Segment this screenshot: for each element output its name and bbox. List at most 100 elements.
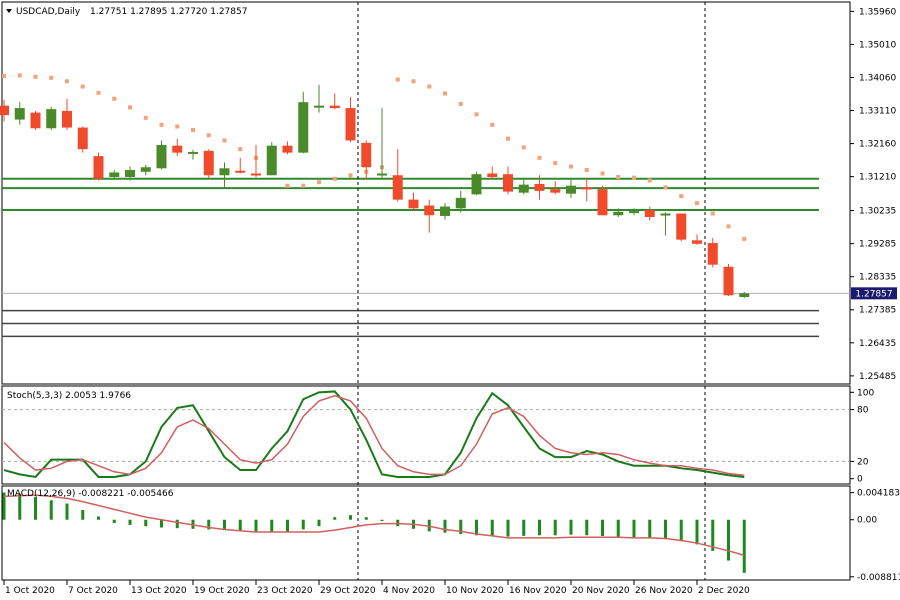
price-tick-label: 1.35010 xyxy=(859,40,896,50)
candle-body xyxy=(140,167,151,172)
candle-body xyxy=(487,173,498,177)
price-tick-label: 1.35960 xyxy=(859,7,896,17)
macd-histogram-bar xyxy=(18,493,22,520)
candle-body xyxy=(329,105,340,109)
price-tick-label: 1.30235 xyxy=(859,207,896,217)
macd-histogram-bar xyxy=(711,519,715,551)
stoch-panel-frame xyxy=(1,385,851,485)
time-tick-label: 4 Nov 2020 xyxy=(383,586,435,596)
sar-dot xyxy=(443,91,447,96)
candle-body xyxy=(251,173,261,176)
candle-body xyxy=(282,145,293,153)
candle-body xyxy=(93,156,104,179)
candle-body xyxy=(266,145,277,176)
candle-body xyxy=(361,142,372,168)
macd-histogram-bar xyxy=(364,517,368,520)
macd-histogram-bar xyxy=(459,519,463,534)
sar-dot xyxy=(710,211,715,216)
candle-body xyxy=(455,197,466,209)
sar-dot xyxy=(33,74,38,79)
macd: 0.004183 0.00 -0.008811 xyxy=(2,489,900,583)
stoch-tick-label: 100 xyxy=(857,388,874,398)
sar-dot xyxy=(191,128,195,133)
price-tick-label: 1.31210 xyxy=(859,173,896,183)
candle-body xyxy=(723,266,734,296)
candle-body xyxy=(408,199,419,209)
sar-dot xyxy=(128,105,132,110)
sar-dot xyxy=(616,174,621,179)
sar-dot xyxy=(600,171,605,176)
time-tick-label: 16 Nov 2020 xyxy=(509,586,567,596)
macd-histogram-bar xyxy=(160,519,163,528)
sar-dot xyxy=(317,180,321,185)
macd-histogram-bar xyxy=(616,519,620,537)
sar-dot xyxy=(206,133,211,138)
candle-body xyxy=(62,110,72,128)
candle-body xyxy=(692,240,702,244)
candle-body xyxy=(0,105,9,116)
chart-menu-triangle[interactable] xyxy=(6,9,12,13)
sar-dot xyxy=(301,183,306,188)
sar-dot xyxy=(395,77,400,82)
sar-dot xyxy=(490,122,495,127)
sar-dot xyxy=(663,185,668,190)
candle-body xyxy=(377,173,387,176)
macd-histogram-bar xyxy=(490,519,494,536)
sar-dot xyxy=(553,161,558,166)
time-tick-label: 26 Nov 2020 xyxy=(635,586,693,596)
candle-body xyxy=(534,183,545,191)
macd-histogram-bar xyxy=(553,519,557,536)
candle-body xyxy=(629,211,639,214)
ohlc-readout: 1.27751 1.27895 1.27720 1.27857 xyxy=(90,7,247,17)
candle-body xyxy=(392,175,403,200)
time-tick-label: 19 Oct 2020 xyxy=(194,586,250,596)
sar-dot xyxy=(411,79,416,84)
macd-histogram-bar xyxy=(742,519,746,573)
macd-histogram-bar xyxy=(254,519,258,532)
candle-body xyxy=(14,108,25,120)
candle-body xyxy=(30,112,41,129)
parabolic-sar xyxy=(2,73,747,241)
sar-dot xyxy=(427,84,432,89)
macd-histogram-bar xyxy=(317,519,321,527)
price-tick-label: 1.25485 xyxy=(859,372,896,382)
macd-histogram-bar xyxy=(81,510,85,520)
sar-dot xyxy=(80,84,85,89)
main-panel-frame xyxy=(1,1,851,385)
candle-body xyxy=(597,189,608,216)
candle-body xyxy=(566,185,576,194)
sar-dot xyxy=(458,101,463,106)
macd-histogram-bar xyxy=(601,519,604,536)
candle-body xyxy=(298,102,309,153)
sar-dot xyxy=(506,136,510,141)
candle-body xyxy=(314,105,324,108)
candle-body xyxy=(550,189,561,193)
macd-tick-label: -0.008811 xyxy=(857,573,900,583)
candle-body xyxy=(503,174,513,192)
time-tick-label: 2 Dec 2020 xyxy=(698,586,750,596)
macd-tick-label: 0.00 xyxy=(857,516,877,526)
candle-body xyxy=(676,213,687,240)
candle-body xyxy=(471,174,482,195)
candle-body xyxy=(156,144,167,169)
horizontal-levels xyxy=(2,177,850,338)
candle-body xyxy=(172,145,183,153)
time-axis: 1 Oct 2020 7 Oct 2020 13 Oct 2020 19 Oct 20… xyxy=(3,580,750,596)
sar-dot xyxy=(285,183,290,188)
macd-histogram-bar xyxy=(301,519,305,530)
candles xyxy=(0,84,750,299)
macd-histogram-bar xyxy=(34,497,37,520)
time-tick-label: 13 Oct 2020 xyxy=(131,586,187,596)
macd-histogram-bar xyxy=(679,519,683,542)
price-tick-label: 1.26435 xyxy=(859,339,896,349)
stoch-tick-label: 0 xyxy=(857,475,863,485)
time-tick-label: 20 Nov 2020 xyxy=(572,586,630,596)
candle-body xyxy=(235,170,246,173)
sar-dot xyxy=(569,164,573,169)
macd-histogram-bar xyxy=(585,519,589,536)
macd-histogram-bar xyxy=(632,519,636,538)
sar-dot xyxy=(521,145,526,150)
macd-histogram-bar xyxy=(522,519,526,536)
sar-dot xyxy=(584,168,589,173)
